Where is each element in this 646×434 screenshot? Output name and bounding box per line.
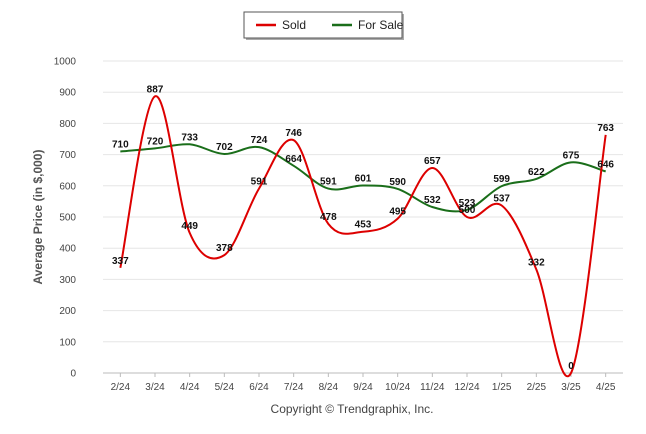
x-tick-label: 2/25 — [527, 382, 547, 393]
data-label: 733 — [181, 132, 198, 143]
data-label: 675 — [563, 150, 580, 161]
y-tick-label: 400 — [59, 244, 76, 255]
data-label: 453 — [355, 220, 372, 231]
x-tick-label: 7/24 — [284, 382, 304, 393]
data-label: 332 — [528, 257, 545, 268]
data-label: 378 — [216, 243, 233, 254]
x-tick-label: 12/24 — [454, 382, 479, 393]
x-tick-label: 3/24 — [145, 382, 165, 393]
y-tick-label: 200 — [59, 306, 76, 317]
x-axis-ticks: 2/24 3/24 4/24 5/24 6/24 7/24 8/24 9/24 10/24 11/… — [111, 373, 616, 393]
data-label: 622 — [528, 167, 545, 178]
data-label: 478 — [320, 212, 337, 223]
x-tick-label: 11/24 — [420, 382, 445, 393]
y-tick-label: 800 — [59, 119, 76, 130]
data-labels: 337 887 449 378 591 746 478 453 495 657 500 537 332 0… — [112, 84, 614, 372]
x-tick-label: 3/25 — [561, 382, 581, 393]
x-tick-label: 5/24 — [215, 382, 235, 393]
x-tick-label: 1/25 — [492, 382, 512, 393]
data-label: 495 — [389, 207, 406, 218]
data-label: 532 — [424, 195, 441, 206]
x-tick-label: 8/24 — [319, 382, 339, 393]
legend[interactable]: Sold For Sale — [243, 11, 404, 40]
data-label: 746 — [285, 128, 302, 139]
data-label: 724 — [251, 135, 268, 146]
data-label: 710 — [112, 139, 129, 150]
grid-lines — [103, 60, 623, 374]
data-label: 599 — [493, 174, 510, 185]
series-lines — [119, 95, 607, 378]
data-label: 591 — [251, 177, 268, 188]
data-label: 590 — [389, 177, 406, 188]
copyright-credit: Copyright © Trendgraphix, Inc. — [271, 402, 434, 416]
legend-item-label[interactable]: Sold — [282, 18, 306, 32]
data-label: 763 — [597, 123, 614, 134]
data-label: 887 — [147, 84, 164, 95]
y-tick-label: 300 — [59, 275, 76, 286]
data-label: 664 — [285, 154, 302, 165]
data-label: 657 — [424, 156, 441, 167]
data-label: 720 — [147, 136, 164, 147]
data-label: 646 — [597, 159, 614, 170]
data-label: 537 — [493, 193, 510, 204]
data-label: 591 — [320, 177, 337, 188]
x-tick-label: 6/24 — [249, 382, 269, 393]
data-label: 702 — [216, 142, 233, 153]
data-label: 500 — [459, 205, 476, 216]
y-tick-label: 0 — [70, 369, 76, 380]
data-label: 523 — [459, 198, 476, 209]
legend-item-label[interactable]: For Sale — [358, 18, 404, 32]
y-tick-label: 600 — [59, 181, 76, 192]
x-tick-label: 9/24 — [353, 382, 373, 393]
y-tick-label: 1000 — [54, 57, 77, 68]
series-line-sold — [119, 95, 607, 378]
data-label: 449 — [181, 221, 198, 232]
y-axis-ticks: 0 100 200 300 400 500 600 700 800 900 1000 — [54, 57, 77, 380]
y-tick-label: 900 — [59, 88, 76, 99]
data-label: 337 — [112, 256, 129, 267]
series-line-for-sale — [120, 143, 606, 213]
y-axis-label: Average Price (in $,000) — [31, 150, 45, 285]
y-tick-label: 100 — [59, 337, 76, 348]
x-tick-label: 4/24 — [180, 382, 200, 393]
data-label: 601 — [355, 173, 372, 184]
y-tick-label: 500 — [59, 213, 76, 224]
y-tick-label: 700 — [59, 150, 76, 161]
data-label: 0 — [568, 361, 574, 372]
x-tick-label: 10/24 — [385, 382, 410, 393]
x-tick-label: 2/24 — [111, 382, 131, 393]
x-tick-label: 4/25 — [596, 382, 616, 393]
